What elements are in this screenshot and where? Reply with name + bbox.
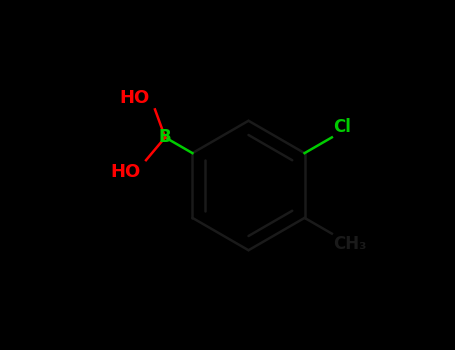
Text: Cl: Cl <box>334 118 351 135</box>
Text: HO: HO <box>111 163 141 181</box>
Text: B: B <box>159 128 172 146</box>
Text: CH₃: CH₃ <box>334 236 367 253</box>
Text: HO: HO <box>120 89 150 107</box>
